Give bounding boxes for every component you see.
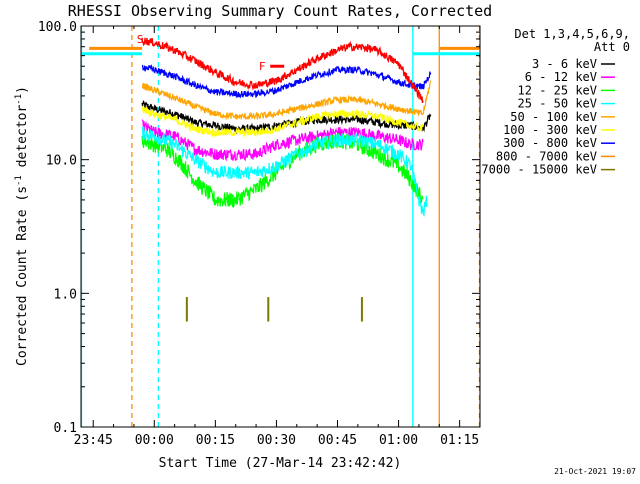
- legend-label-1: 6 - 12 keV: [525, 70, 597, 84]
- y-tick-label-0: 0.1: [54, 421, 77, 436]
- legend-label-5: 100 - 300 keV: [503, 123, 597, 137]
- annotation-layer: SF: [137, 33, 285, 73]
- y-tick-label-2: 10.0: [46, 154, 77, 169]
- series-line-6: [141, 63, 432, 99]
- series-layer: [81, 37, 479, 322]
- series-line-5: [141, 106, 424, 139]
- y-tick-label-3: 100.0: [38, 20, 77, 35]
- legend-label-3: 25 - 50 keV: [518, 97, 597, 111]
- legend-header-line-1: Det 1,3,4,5,6,9,: [514, 27, 630, 41]
- plot-frame: [80, 25, 481, 428]
- footer-date: 21-Oct-2021 19:07: [554, 467, 636, 476]
- tick-layer: 23:45 00:00 00:15 00:30 00:45 01:00 01:15 0.1 1.…: [38, 20, 481, 448]
- x-tick-label-6: 01:15: [440, 433, 479, 448]
- x-tick-label-0: 23:45: [74, 433, 113, 448]
- y-tick-label-1: 1.0: [54, 287, 77, 302]
- x-tick-label-2: 00:15: [196, 433, 235, 448]
- x-tick-label-4: 00:45: [318, 433, 357, 448]
- y-axis-label: Corrected Count Rate (s-1 detector-1): [14, 86, 30, 366]
- x-tick-label-1: 00:00: [135, 433, 174, 448]
- legend-header-line-2: Att 0: [594, 40, 630, 54]
- annotation-F: F: [259, 60, 266, 73]
- x-axis-label: Start Time (27-Mar-14 23:42:42): [159, 456, 402, 471]
- legend-label-0: 3 - 6 keV: [532, 57, 597, 71]
- series-line-1: [141, 119, 424, 162]
- chart-title: RHESSI Observing Summary Count Rates, Co…: [68, 2, 492, 20]
- series-line-4: [141, 80, 432, 121]
- legend-label-2: 12 - 25 keV: [518, 83, 597, 97]
- legend-label-8: 7000 - 15000 keV: [481, 163, 597, 177]
- legend-label-4: 50 - 100 keV: [510, 110, 597, 124]
- legend-label-6: 300 - 800 keV: [503, 136, 597, 150]
- series-line-2: [141, 132, 424, 209]
- label-layer: RHESSI Observing Summary Count Rates, Co…: [14, 2, 636, 476]
- x-tick-label-3: 00:30: [257, 433, 296, 448]
- series-line-3: [141, 126, 428, 217]
- axes-layer: [80, 25, 481, 428]
- series-line-flare: [141, 37, 424, 104]
- x-tick-label-5: 01:00: [379, 433, 418, 448]
- annotation-S: S: [137, 33, 144, 46]
- legend-label-7: 800 - 7000 keV: [496, 149, 597, 163]
